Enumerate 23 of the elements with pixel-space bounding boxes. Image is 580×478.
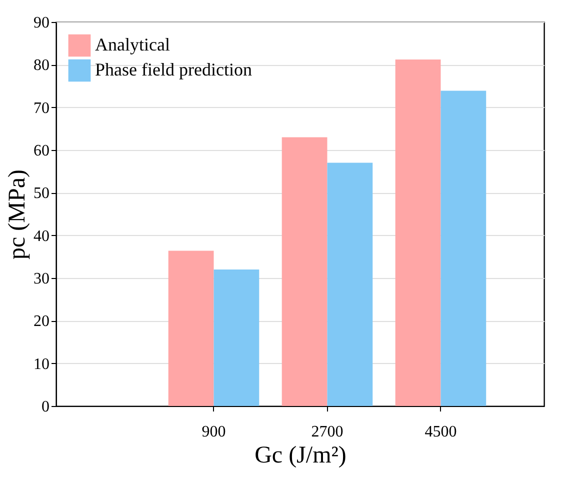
x-tick-label: 2700 xyxy=(311,424,344,440)
y-tick-label: 40 xyxy=(34,228,50,245)
y-tick-label: 10 xyxy=(34,356,50,373)
bar xyxy=(440,90,486,406)
y-tick-label: 0 xyxy=(42,398,50,416)
legend-label: Phase field prediction xyxy=(95,60,252,80)
y-tick-label: 70 xyxy=(34,100,50,117)
y-tick-label: 80 xyxy=(34,57,50,74)
legend-label: Analytical xyxy=(95,34,170,54)
bar xyxy=(282,137,328,406)
x-tick-label: 900 xyxy=(202,424,226,440)
x-axis-title: Gc (J/m²) xyxy=(254,442,346,468)
y-tick-label: 30 xyxy=(34,270,50,288)
x-tick-label: 4500 xyxy=(424,424,457,440)
y-tick-label: 90 xyxy=(34,14,50,32)
bar xyxy=(168,250,214,406)
bar xyxy=(214,269,260,406)
bar xyxy=(327,162,373,406)
y-tick-label: 60 xyxy=(34,142,50,160)
bar xyxy=(395,60,441,406)
y-tick-label: 20 xyxy=(34,313,50,330)
y-axis-title: pc (MPa) xyxy=(4,170,30,260)
y-tick-label: 50 xyxy=(34,185,50,202)
